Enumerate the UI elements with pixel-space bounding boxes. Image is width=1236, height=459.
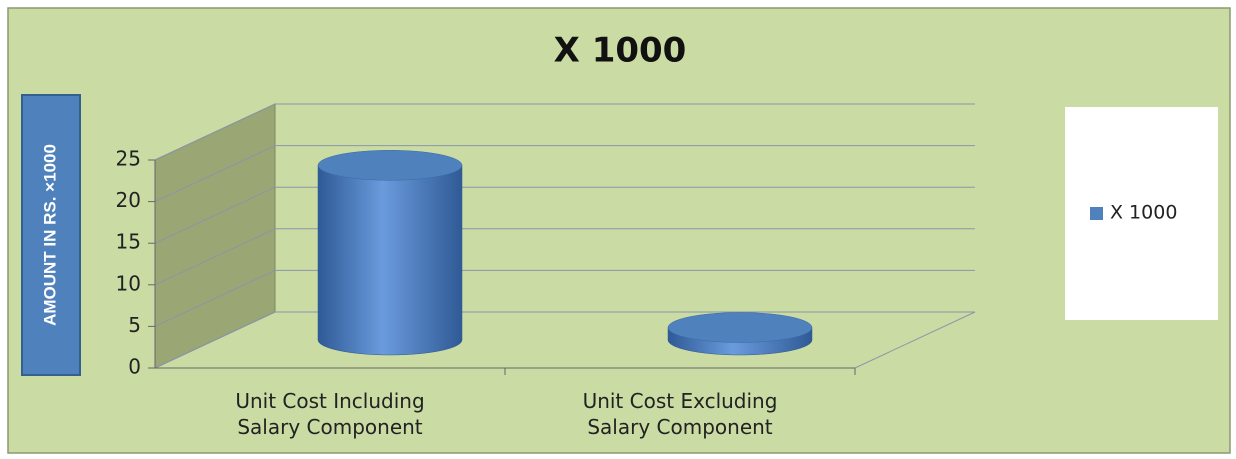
legend-swatch: [1090, 207, 1103, 220]
y-axis-label: AMOUNT IN RS. ×1000: [40, 144, 59, 326]
grid-line: [154, 145, 975, 203]
y-tick-label: 15: [116, 230, 141, 254]
y-tick-label: 25: [116, 147, 141, 171]
bar: [317, 165, 463, 356]
grid-line: [154, 186, 975, 244]
grid-line: [154, 228, 975, 286]
grid-line: [154, 103, 975, 161]
y-tick-label: 10: [116, 271, 141, 295]
bar-top: [317, 150, 463, 181]
y-tick-label: 0: [128, 355, 141, 379]
bar-top: [667, 312, 813, 343]
grid-line: [154, 311, 975, 369]
x-tick-label: Unit Cost Including Salary Component: [235, 389, 425, 439]
x-tick-label: Unit Cost Excluding Salary Component: [582, 389, 778, 439]
legend-label: X 1000: [1110, 202, 1177, 224]
grid-line: [154, 269, 975, 327]
y-tick-label: 5: [128, 313, 141, 337]
y-tick-label: 20: [116, 188, 141, 212]
chart-title: X 1000: [554, 31, 687, 71]
y-axis-label-box: [21, 94, 81, 376]
